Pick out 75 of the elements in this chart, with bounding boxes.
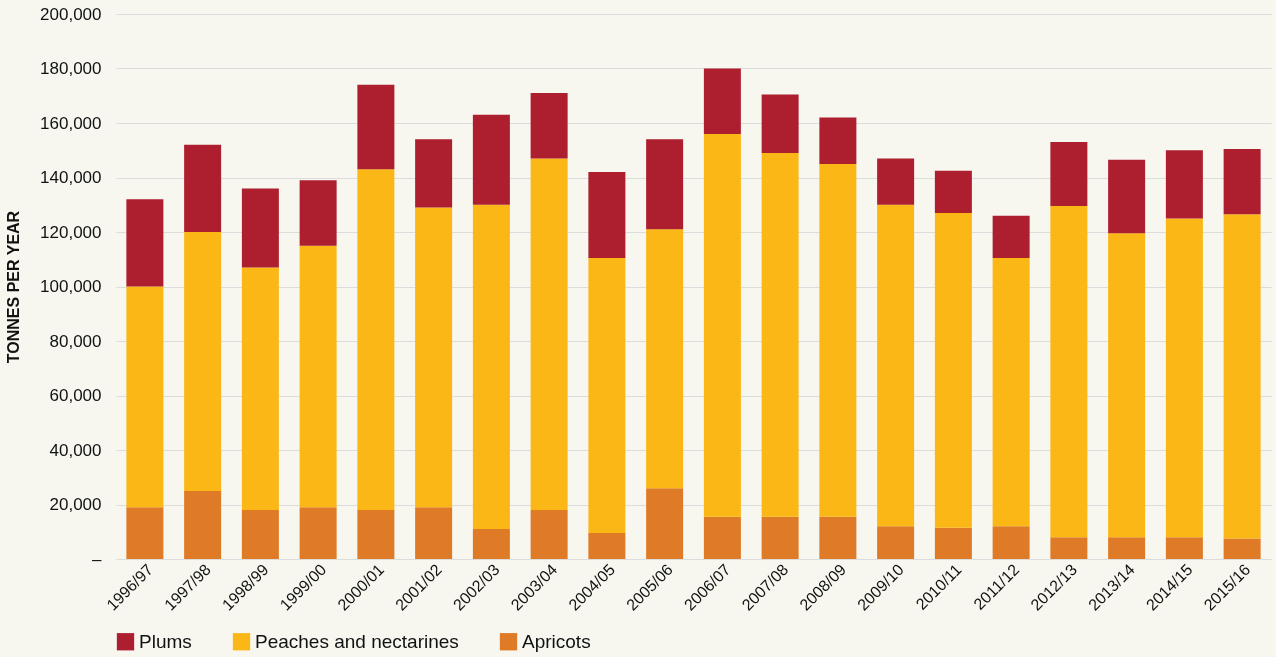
bar [588,172,626,258]
bar [992,215,1030,258]
y-tick-label: 40,000 [49,440,102,460]
bar [761,94,799,153]
bar [126,507,164,559]
bar [357,509,395,559]
legend-label: Plums [139,630,192,652]
bar [819,117,857,164]
bar [703,68,741,134]
y-tick-label: 20,000 [49,495,102,514]
bar [299,507,337,559]
bar [184,490,222,559]
bar [877,204,915,527]
bar [241,267,279,510]
y-axis-title: TONNES PER YEAR [5,210,23,364]
bar [646,139,684,230]
bar [646,229,684,489]
bar [126,286,164,508]
bar [357,169,395,510]
bar [703,133,741,517]
bar [1223,214,1261,539]
bar [472,114,510,205]
bar [1223,538,1261,559]
bar [472,529,510,559]
y-tick-label: 120,000 [40,222,102,242]
y-tick-label: 80,000 [49,331,102,351]
bar [1165,537,1203,559]
y-tick-label: 100,000 [40,277,102,296]
bar [1108,159,1146,234]
bar [761,152,799,517]
bar [299,180,337,246]
bar [357,84,395,170]
bar [934,212,972,528]
y-tick-label: 180,000 [40,59,102,78]
bar [877,158,915,205]
bar [992,526,1030,559]
bar [934,527,972,559]
bar [588,533,626,559]
bar [299,245,337,508]
bar [1108,233,1146,538]
y-tick-label: 140,000 [40,168,102,187]
bar [1050,537,1088,559]
bar [530,158,568,510]
bar [415,207,453,508]
bar [1108,537,1146,559]
bar [1050,206,1088,538]
y-tick-label: 200,000 [40,4,102,24]
bar [241,509,279,559]
bar [819,516,857,559]
bar [646,488,684,559]
bar [472,204,510,530]
bar [530,93,568,159]
bar [819,163,857,517]
bar [703,516,741,559]
bar [877,526,915,559]
y-tick-label: – [92,549,103,569]
legend-label: Peaches and nectarines [255,630,459,652]
bar [126,199,164,287]
y-tick-label: 160,000 [40,113,102,133]
bar [1050,142,1088,207]
bar [184,144,222,232]
bar [1223,148,1261,215]
bar [1165,218,1203,538]
bar [761,516,799,559]
bar [1165,150,1203,219]
bar [588,257,626,534]
bar [934,170,972,213]
legend-label: Apricots [522,630,591,652]
bar [184,232,222,491]
y-tick-label: 60,000 [49,386,102,405]
bar [241,188,279,268]
bar [415,139,453,208]
bar [530,509,568,559]
bar [992,257,1030,527]
bar [415,507,453,559]
